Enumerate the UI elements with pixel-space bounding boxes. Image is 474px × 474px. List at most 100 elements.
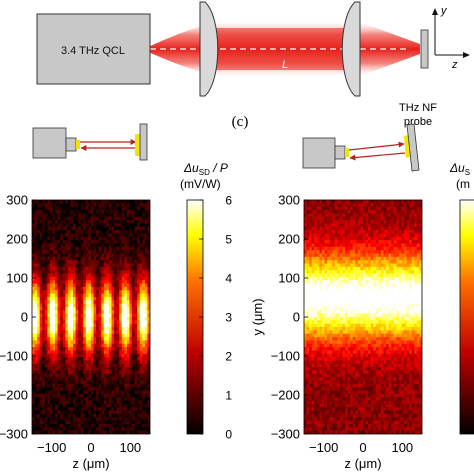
heatmap-cell <box>137 233 141 238</box>
heatmap-cell <box>304 350 307 355</box>
heatmap-cell <box>60 323 64 328</box>
heatmap-cell <box>134 380 138 385</box>
heatmap-cell <box>124 303 128 308</box>
heatmap-cell <box>311 390 315 395</box>
heatmap-cell <box>52 203 56 208</box>
heatmap-cell <box>39 256 43 261</box>
heatmap-cell <box>352 223 356 228</box>
heatmap-cell <box>137 363 141 368</box>
heatmap-cell <box>129 200 133 204</box>
heatmap-cell <box>352 206 356 211</box>
heatmap-cell <box>126 206 130 211</box>
heatmap-cell <box>80 383 84 388</box>
heatmap-cell <box>355 400 359 405</box>
heatmap-cell <box>39 320 43 325</box>
heatmap-cell <box>337 370 341 375</box>
heatmap-cell <box>304 387 307 391</box>
heatmap-cell <box>350 220 354 224</box>
heatmap-cell <box>316 320 320 325</box>
heatmap-cell <box>334 317 338 321</box>
heatmap-cell <box>80 377 84 381</box>
heatmap-cell <box>75 273 79 278</box>
heatmap-cell <box>337 233 341 238</box>
heatmap-cell <box>57 300 61 305</box>
heatmap-cell <box>332 400 336 405</box>
heatmap-cell <box>47 320 51 325</box>
heatmap-cell <box>319 220 323 224</box>
heatmap-cell <box>32 243 35 248</box>
heatmap-cell <box>327 427 331 432</box>
heatmap-cell <box>32 407 35 411</box>
heatmap-cell <box>60 286 64 291</box>
heatmap-cell <box>311 243 315 248</box>
heatmap-cell <box>108 303 112 308</box>
heatmap-cell <box>137 387 141 391</box>
heatmap-cell <box>93 283 97 288</box>
heatmap-cell <box>116 270 120 274</box>
heatmap-cell <box>316 367 320 371</box>
heatmap-cell <box>52 226 56 231</box>
heatmap-cell <box>60 333 64 338</box>
heatmap-cell <box>37 423 41 428</box>
heatmap-cell <box>70 213 74 218</box>
heatmap-cell <box>44 370 48 375</box>
heatmap-cell <box>37 413 41 418</box>
heatmap-cell <box>126 290 130 294</box>
heatmap-cell <box>60 296 64 301</box>
heatmap-cell <box>70 333 74 338</box>
heatmap-cell <box>342 300 346 305</box>
heatmap-cell <box>47 367 51 371</box>
heatmap-cell <box>85 373 89 378</box>
heatmap-cell <box>65 233 69 238</box>
heatmap-cell <box>67 353 71 358</box>
heatmap-cell <box>327 270 331 274</box>
inset-left <box>32 123 148 161</box>
heatmap-cell <box>49 373 53 378</box>
heatmap-cell <box>321 380 325 385</box>
heatmap-cell <box>32 383 35 388</box>
heatmap-cell <box>306 240 310 244</box>
heatmap-cell <box>339 210 343 214</box>
heatmap-cell <box>60 380 64 385</box>
heatmap-cell <box>42 417 46 422</box>
heatmap-cell <box>73 220 77 224</box>
heatmap-cell <box>121 380 125 385</box>
heatmap-cell <box>357 327 361 331</box>
heatmap-cell <box>139 246 143 251</box>
heatmap-cell <box>334 403 338 408</box>
heatmap-cell <box>108 233 112 238</box>
heatmap-cell <box>144 413 148 418</box>
heatmap-cell <box>44 303 48 308</box>
heatmap-cell <box>116 206 120 211</box>
heatmap-cell <box>101 413 105 418</box>
heatmap-cell <box>134 353 138 358</box>
heatmap-cell <box>304 266 307 271</box>
heatmap-cell <box>39 397 43 401</box>
heatmap-cell <box>116 213 120 218</box>
heatmap-cell <box>91 216 94 221</box>
heatmap-cell <box>116 340 120 345</box>
heatmap-cell <box>132 397 136 401</box>
heatmap-cell <box>101 253 105 258</box>
heatmap-cell <box>80 367 84 371</box>
heatmap-cell <box>78 350 82 355</box>
heatmap-cell <box>360 383 364 388</box>
heatmap-cell <box>88 313 92 318</box>
heatmap-cell <box>316 393 320 398</box>
heatmap-cell <box>147 253 150 258</box>
heatmap-cell <box>121 363 125 368</box>
heatmap-cell <box>101 323 105 328</box>
heatmap-cell <box>42 233 46 238</box>
heatmap-cell <box>57 430 61 434</box>
heatmap-cell <box>101 200 105 204</box>
heatmap-cell <box>88 410 92 415</box>
heatmap-cell <box>67 370 71 375</box>
heatmap-cell <box>106 286 110 291</box>
heatmap-cell <box>62 266 66 271</box>
heatmap-cell <box>319 290 323 294</box>
heatmap-cell <box>129 410 133 415</box>
heatmap-cell <box>70 380 74 385</box>
heatmap-cell <box>365 220 369 224</box>
heatmap-cell <box>62 370 66 375</box>
heatmap-cell <box>73 320 77 325</box>
